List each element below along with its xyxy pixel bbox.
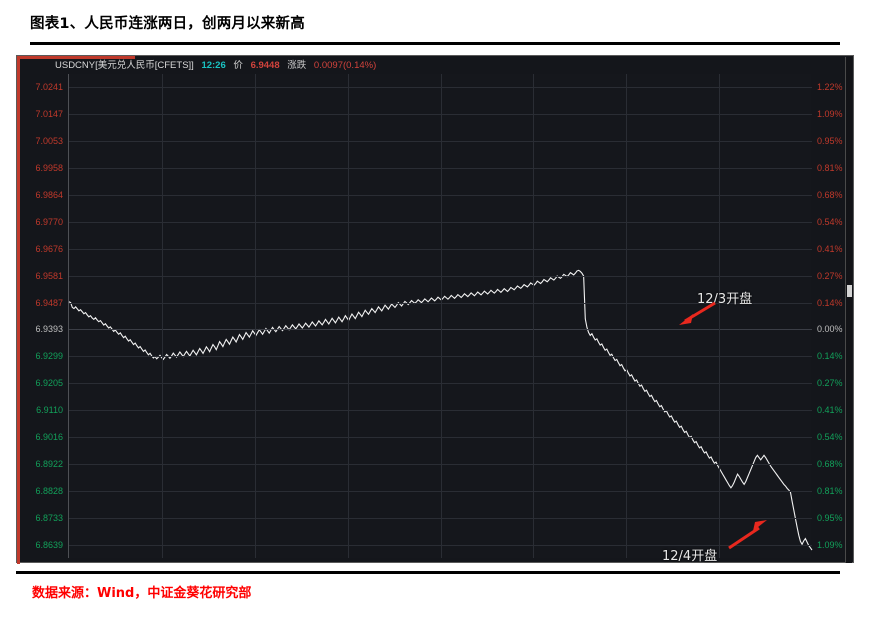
y-axis-right-tick: 1.09% xyxy=(817,539,843,550)
quote-time: 12:26 xyxy=(201,60,226,71)
chart-top-accent xyxy=(17,56,135,59)
page-title: 图表1、人民币连涨两日，创两月以来新高 xyxy=(30,16,305,32)
gridline-horizontal xyxy=(69,517,812,519)
gridline-horizontal xyxy=(69,275,812,277)
y-axis-right-tick: 0.27% xyxy=(817,378,843,389)
quote-price-value: 6.9448 xyxy=(250,60,280,71)
chart-scrollbar-thumb[interactable] xyxy=(847,285,852,297)
gridline-horizontal xyxy=(69,87,812,89)
y-axis-right-tick: 0.54% xyxy=(817,432,843,442)
gridline-horizontal xyxy=(69,383,812,385)
y-axis-left-tick: 6.9016 xyxy=(35,432,63,442)
y-axis-right-tick: 0.14% xyxy=(817,297,843,308)
gridline-horizontal xyxy=(69,544,812,546)
y-axis-left-tick: 6.9958 xyxy=(35,163,63,174)
annotation-1204-label: 12/4开盘 xyxy=(662,549,718,564)
y-axis-left-tick: 6.9676 xyxy=(35,243,63,254)
quote-change-label: 涨跌 xyxy=(287,60,307,71)
y-axis-right-tick: 0.14% xyxy=(817,351,843,362)
gridline-horizontal xyxy=(69,114,812,116)
y-axis-right-tick: 1.22% xyxy=(817,82,843,93)
y-axis-right-tick: 1.09% xyxy=(817,109,843,120)
y-axis-left-tick: 6.9205 xyxy=(35,378,63,389)
reference-level-line xyxy=(69,329,812,331)
gridline-horizontal xyxy=(69,141,812,143)
gridline-horizontal xyxy=(69,302,812,304)
gridline-horizontal xyxy=(69,195,812,196)
y-axis-left-tick: 6.9110 xyxy=(36,405,63,416)
y-axis-right-tick: 0.68% xyxy=(817,190,843,200)
y-axis-left-tick: 7.0053 xyxy=(35,136,63,147)
quote-bar: USDCNY[美元兑人民币[CFETS]] 12:26 价 6.9448 涨跌 … xyxy=(55,59,381,73)
gridline-horizontal xyxy=(69,410,812,412)
y-axis-right-tick: 0.95% xyxy=(817,136,843,147)
y-axis-right-tick: 0.41% xyxy=(817,405,843,416)
y-axis-left-tick: 6.8828 xyxy=(35,485,63,496)
y-axis-right-tick: 0.81% xyxy=(817,163,843,174)
quote-symbol: USDCNY[美元兑人民币[CFETS]] xyxy=(55,60,194,71)
y-axis-left-tick: 6.9770 xyxy=(35,216,63,227)
gridline-horizontal xyxy=(69,221,812,223)
y-axis-right-tick: 0.54% xyxy=(817,216,843,227)
annotation-1204-arrow-icon xyxy=(728,520,767,550)
gridline-horizontal xyxy=(69,248,812,250)
gridline-vertical xyxy=(719,74,720,558)
annotation-1203-label: 12/3开盘 xyxy=(697,292,753,307)
y-axis-right-tick: 0.00% xyxy=(817,324,843,335)
y-axis-right-tick: 0.95% xyxy=(817,512,843,523)
annotation-1203-arrow-icon xyxy=(679,301,716,325)
gridline-vertical xyxy=(441,74,442,558)
y-axis-right-tick: 0.68% xyxy=(817,458,843,469)
footer-divider xyxy=(16,571,840,574)
title-divider xyxy=(30,42,840,45)
y-axis-left-tick: 6.8922 xyxy=(35,458,63,469)
y-axis-left-tick: 6.8733 xyxy=(35,512,63,523)
gridline-horizontal xyxy=(69,437,812,438)
chart-frame: USDCNY[美元兑人民币[CFETS]] 12:26 价 6.9448 涨跌 … xyxy=(16,55,854,564)
y-axis-left-tick: 6.9299 xyxy=(35,351,63,362)
price-line xyxy=(69,270,812,550)
plot-area xyxy=(68,74,811,558)
chart-scrollbar[interactable] xyxy=(845,57,852,563)
y-axis-left-tick: 6.8639 xyxy=(35,539,63,550)
y-axis-left-tick: 6.9487 xyxy=(35,297,63,308)
gridline-vertical xyxy=(255,74,256,558)
gridline-vertical xyxy=(533,74,534,558)
figure-title-block: 图表1、人民币连涨两日，创两月以来新高 xyxy=(30,12,840,45)
gridline-horizontal xyxy=(69,168,812,170)
gridline-horizontal xyxy=(69,356,812,358)
y-axis-right-tick: 0.81% xyxy=(817,485,843,496)
gridline-vertical xyxy=(162,74,163,558)
gridline-vertical xyxy=(348,74,349,558)
y-axis-right-tick: 0.27% xyxy=(817,270,843,281)
y-axis-left-tick: 6.9864 xyxy=(35,190,63,200)
y-axis-left-tick: 6.9581 xyxy=(35,270,63,281)
price-line-series xyxy=(69,74,812,558)
y-axis-left-tick: 7.0241 xyxy=(35,82,63,93)
source-note: 数据来源：Wind，中证金葵花研究部 xyxy=(32,586,252,601)
gridline-vertical xyxy=(626,74,627,558)
quote-price-label: 价 xyxy=(233,60,243,71)
gridline-horizontal xyxy=(69,490,812,492)
chart-left-accent xyxy=(17,56,20,564)
gridline-horizontal xyxy=(69,463,812,465)
y-axis-right-tick: 0.41% xyxy=(817,243,843,254)
y-axis-left-tick: 7.0147 xyxy=(35,109,63,120)
y-axis-left-tick: 6.9393 xyxy=(35,324,63,335)
quote-change-value: 0.0097(0.14%) xyxy=(313,60,377,71)
